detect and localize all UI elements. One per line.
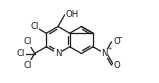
Text: O: O <box>113 61 120 70</box>
Text: Cl: Cl <box>24 61 32 70</box>
Text: −: − <box>117 35 122 40</box>
Text: Cl: Cl <box>17 49 25 58</box>
Text: +: + <box>107 46 111 51</box>
Text: Cl: Cl <box>30 22 39 31</box>
Text: N: N <box>101 49 108 58</box>
Text: N: N <box>55 49 61 58</box>
Text: Cl: Cl <box>24 37 32 46</box>
Text: O: O <box>113 37 120 46</box>
Text: OH: OH <box>66 10 79 19</box>
